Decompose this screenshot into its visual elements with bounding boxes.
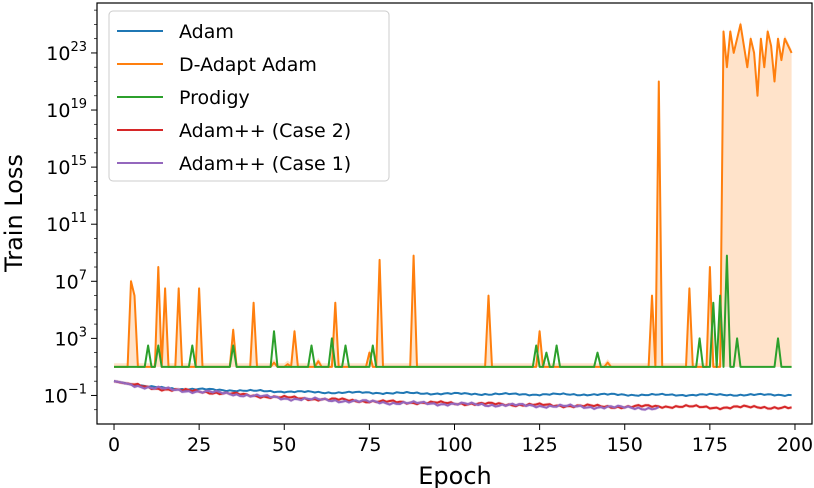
series-line-prodigy (114, 254, 792, 368)
x-axis-label: Epoch (418, 462, 492, 488)
x-tick-label: 50 (272, 434, 296, 456)
legend-entry: D-Adapt Adam (179, 54, 317, 76)
y-tick-label: 103 (55, 325, 87, 350)
legend-entry: Adam (179, 21, 234, 43)
y-axis-label: Train Loss (0, 154, 28, 273)
plot-area (113, 20, 793, 412)
x-axis: 0 25 50 75 100 125 150 175 200 (108, 424, 813, 456)
x-tick-label: 25 (187, 434, 211, 456)
y-tick-label: 10−1 (44, 382, 87, 407)
x-tick-label: 200 (777, 434, 813, 456)
x-tick-label: 175 (692, 434, 728, 456)
y-tick-label: 1023 (46, 40, 87, 65)
series-line-adam-case-1 (113, 380, 660, 411)
x-tick-label: 100 (436, 434, 472, 456)
legend-entry: Adam++ (Case 1) (179, 153, 351, 175)
y-axis: 10−1 103 107 1011 1015 1019 1023 (44, 9, 97, 411)
y-tick-label: 1015 (46, 154, 87, 179)
legend: Adam D-Adapt Adam Prodigy Adam++ (Case 2) Ad… (108, 10, 390, 182)
x-tick-label: 0 (108, 434, 120, 456)
x-tick-label: 75 (357, 434, 381, 456)
series-line-adam (113, 380, 792, 397)
y-tick-label: 107 (55, 268, 87, 293)
y-tick-label: 1011 (46, 211, 87, 236)
legend-box (108, 10, 390, 182)
legend-entry: Adam++ (Case 2) (179, 120, 351, 142)
x-tick-label: 150 (607, 434, 643, 456)
x-tick-label: 125 (521, 434, 557, 456)
legend-entry: Prodigy (179, 87, 250, 109)
y-tick-label: 1019 (46, 97, 87, 122)
